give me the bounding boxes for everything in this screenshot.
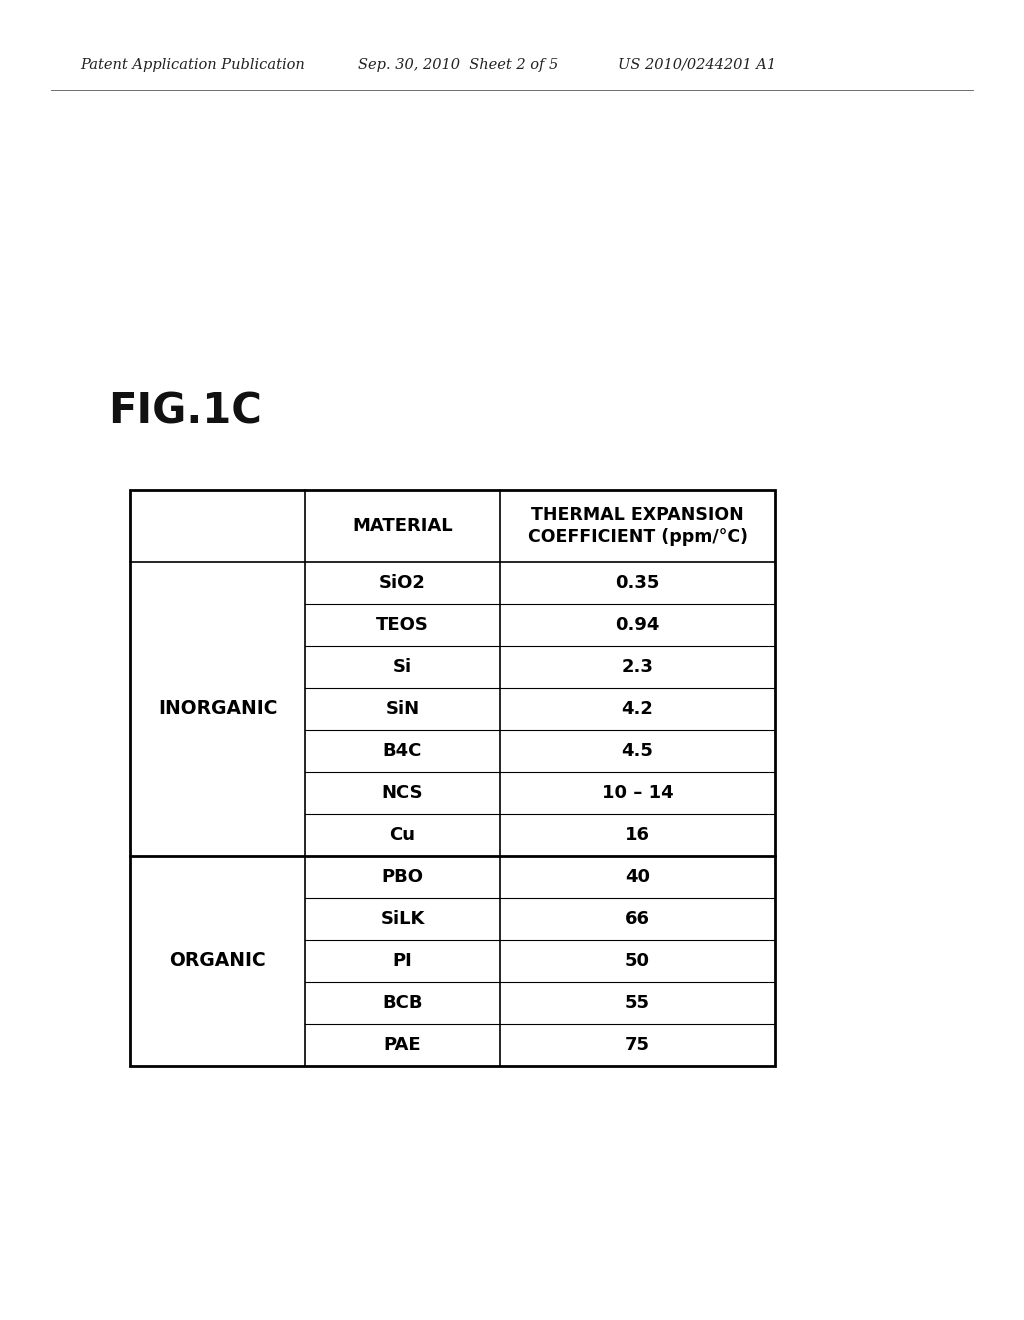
Text: BCB: BCB <box>382 994 423 1012</box>
Text: 0.94: 0.94 <box>615 616 659 634</box>
Text: PBO: PBO <box>382 869 424 886</box>
Text: PAE: PAE <box>384 1036 421 1053</box>
Text: 55: 55 <box>625 994 650 1012</box>
Text: INORGANIC: INORGANIC <box>158 700 278 718</box>
Text: 75: 75 <box>625 1036 650 1053</box>
Text: B4C: B4C <box>383 742 422 760</box>
Text: MATERIAL: MATERIAL <box>352 517 453 535</box>
Text: 50: 50 <box>625 952 650 970</box>
Text: Patent Application Publication: Patent Application Publication <box>80 58 305 73</box>
Text: Si: Si <box>393 657 412 676</box>
Text: THERMAL EXPANSION
COEFFICIENT (ppm/°C): THERMAL EXPANSION COEFFICIENT (ppm/°C) <box>527 506 748 546</box>
Text: TEOS: TEOS <box>376 616 429 634</box>
Bar <box>130 490 775 1067</box>
Text: 2.3: 2.3 <box>622 657 653 676</box>
Text: 4.2: 4.2 <box>622 700 653 718</box>
Text: 0.35: 0.35 <box>615 574 659 591</box>
Text: SiN: SiN <box>385 700 420 718</box>
Text: ORGANIC: ORGANIC <box>169 952 266 970</box>
Text: Cu: Cu <box>389 826 416 843</box>
Text: 16: 16 <box>625 826 650 843</box>
Text: PI: PI <box>392 952 413 970</box>
Text: NCS: NCS <box>382 784 423 803</box>
Text: US 2010/0244201 A1: US 2010/0244201 A1 <box>618 58 776 73</box>
Text: FIG.1C: FIG.1C <box>108 389 262 432</box>
Text: 40: 40 <box>625 869 650 886</box>
Text: Sep. 30, 2010  Sheet 2 of 5: Sep. 30, 2010 Sheet 2 of 5 <box>358 58 558 73</box>
Text: SiLK: SiLK <box>380 909 425 928</box>
Text: 66: 66 <box>625 909 650 928</box>
Text: SiO2: SiO2 <box>379 574 426 591</box>
Text: 4.5: 4.5 <box>622 742 653 760</box>
Text: 10 – 14: 10 – 14 <box>602 784 674 803</box>
